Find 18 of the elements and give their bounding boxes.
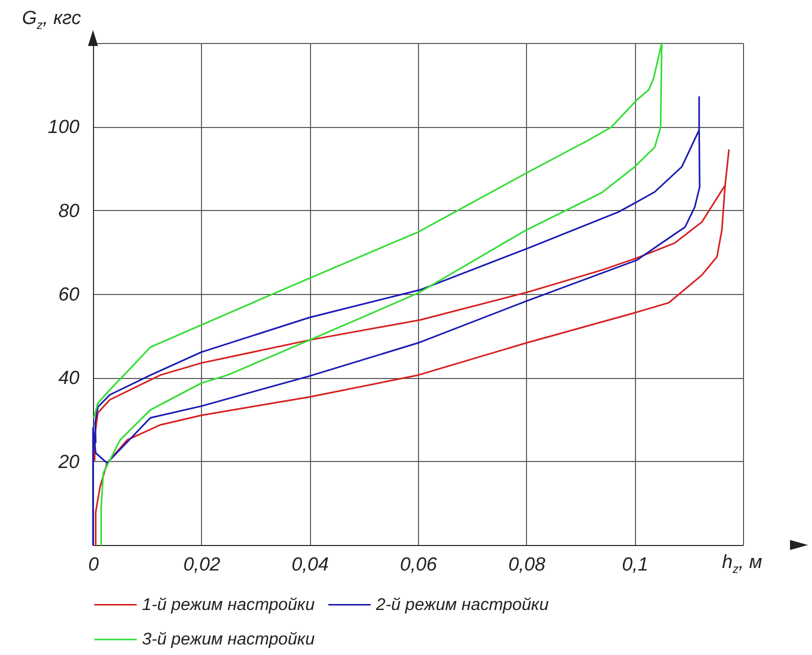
legend-label: 3-й режим настройки <box>142 630 316 648</box>
x-tick-label: 0,06 <box>400 554 438 576</box>
y-axis-title: G$_{z}$, кгс <box>22 8 81 32</box>
y-tick-label: 60 <box>58 284 80 306</box>
x-tick-label: 0,02 <box>183 554 221 576</box>
y-tick-label: 80 <box>58 200 80 222</box>
line-series <box>92 96 700 546</box>
y-tick-label: 100 <box>48 117 80 138</box>
y-tick-label: 20 <box>57 452 80 473</box>
x-tick-label: 0,08 <box>508 554 546 576</box>
x-tick-label: 0,04 <box>292 554 329 576</box>
y-tick-label: 40 <box>58 368 80 390</box>
x-axis-title: h$_{z}$, м <box>722 552 762 576</box>
line-series <box>94 149 730 546</box>
x-tick-label: 0 <box>88 554 100 576</box>
x-tick-label: 0,1 <box>622 554 648 576</box>
legend-label: 1-й режим настройки <box>142 594 316 614</box>
legend-label: 2-й режим настройки <box>375 594 550 614</box>
